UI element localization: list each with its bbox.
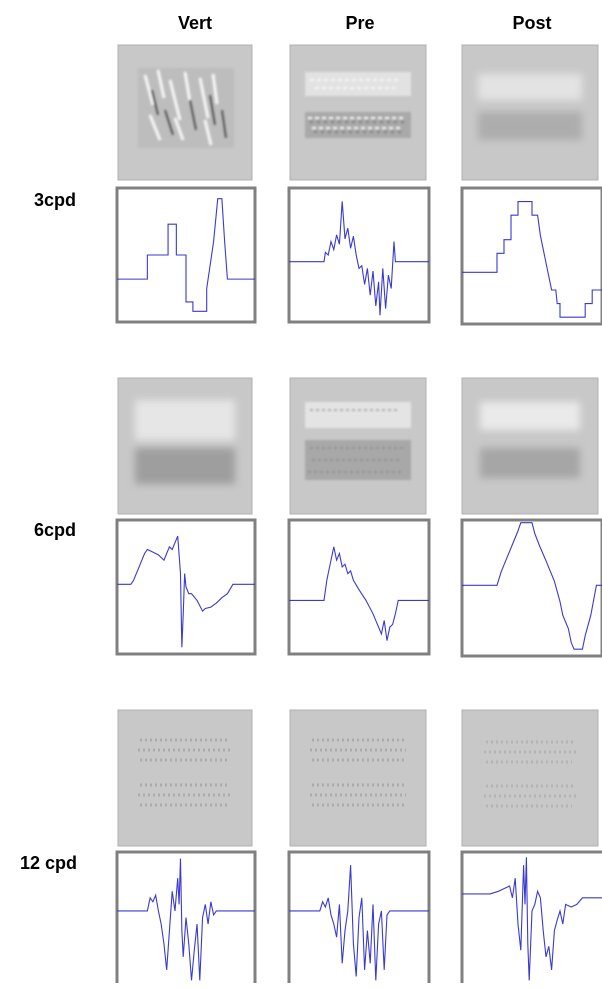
line-plot: [287, 850, 431, 988]
column-header: Pre: [345, 13, 374, 33]
line-plot: [287, 518, 431, 656]
column-header: Post: [512, 13, 551, 33]
row-label: 6cpd: [34, 520, 76, 540]
image-panel: [461, 377, 599, 515]
image-panel: [117, 44, 253, 181]
line-plot: [460, 186, 602, 326]
image-panel: [289, 377, 427, 515]
column-header: Vert: [178, 13, 212, 33]
image-panel: [117, 377, 253, 515]
line-plot: [115, 186, 257, 324]
line-plot: [115, 850, 257, 988]
line-plot: [460, 518, 602, 658]
row-label: 12 cpd: [20, 853, 77, 873]
line-plot: [460, 850, 602, 988]
line-plot: [287, 186, 431, 324]
image-panel: [289, 44, 427, 181]
image-panel: [461, 44, 599, 181]
image-panel: [117, 709, 253, 847]
row-label: 3cpd: [34, 190, 76, 210]
image-panel: [289, 709, 427, 847]
image-panel: [461, 709, 599, 847]
line-plot: [115, 518, 257, 656]
